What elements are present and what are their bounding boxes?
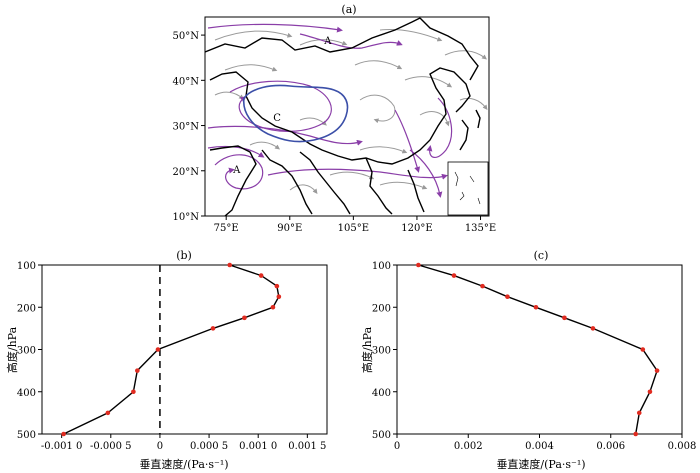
plot-c-axes: 0 0.002 0.004 0.006 0.008 100 200 300 400 500	[372, 261, 696, 452]
map-lon-tick-label: 90°E	[277, 223, 302, 234]
data-point	[210, 326, 216, 331]
data-point	[135, 368, 140, 373]
x-tick-label: 0.006	[596, 441, 625, 452]
plot-b-ylabel: 高度/hPa	[5, 326, 19, 373]
map-lat-tick-label: 50°N	[173, 31, 200, 42]
plot-c-frame	[396, 264, 683, 435]
weak-streamlines	[214, 29, 488, 194]
data-point	[270, 304, 276, 310]
data-point	[416, 262, 421, 268]
data-point	[640, 347, 646, 352]
x-tick-label: 0.002	[454, 441, 483, 452]
x-tick-label: 0.004	[525, 441, 554, 452]
y-tick-label: 100	[372, 261, 391, 272]
x-tick-label: 0.000 5	[190, 441, 228, 452]
map-lon-tick-label: 105°E	[338, 223, 369, 234]
x-tick-label: 0	[394, 441, 400, 452]
data-point	[258, 273, 264, 278]
panel-b-label: (b)	[176, 249, 192, 262]
y-tick-label: 100	[17, 261, 36, 272]
map-ticks: 75°E 90°E 105°E 120°E 135°E 50°N 40°N 30°N 20°N 1…	[173, 31, 497, 234]
data-point	[480, 283, 485, 289]
panel-c-label: (c)	[534, 249, 549, 262]
map-frame	[204, 16, 490, 217]
data-point	[533, 304, 539, 310]
x-tick-label: -0.001 0	[41, 441, 83, 452]
data-point	[562, 315, 567, 321]
data-point	[105, 410, 111, 416]
plot-c-series	[416, 262, 660, 437]
data-point	[654, 368, 660, 373]
data-point	[590, 326, 596, 331]
plot-b-axes: -0.001 0 -0.000 5 0 0.000 5 0.001 0 0.001 5 10…	[17, 261, 327, 452]
data-point	[274, 283, 280, 289]
data-point	[647, 389, 653, 395]
x-tick-label: 0	[157, 441, 163, 452]
country-boundaries	[205, 17, 481, 216]
y-tick-label: 400	[17, 388, 36, 399]
plot-b-xlabel: 垂直速度/(Pa·s⁻¹)	[139, 457, 228, 471]
data-point	[227, 262, 233, 268]
map-annotation: C	[273, 113, 281, 124]
x-tick-label: 0.001 5	[288, 441, 326, 452]
plot-c-xlabel: 垂直速度/(Pa·s⁻¹)	[496, 457, 585, 471]
inset-box	[447, 161, 489, 216]
data-point	[276, 294, 282, 299]
strong-streamlines	[207, 23, 453, 198]
map-lon-tick-label: 135°E	[465, 223, 496, 234]
map-annotation: A	[323, 36, 332, 47]
y-tick-label: 500	[372, 430, 391, 441]
map-lon-tick-label: 120°E	[401, 223, 432, 234]
y-tick-label: 200	[17, 303, 36, 314]
y-tick-label: 300	[17, 346, 36, 357]
data-point	[131, 389, 136, 395]
map-content	[205, 17, 489, 216]
map-lat-tick-label: 20°N	[173, 167, 200, 178]
x-tick-label: -0.000 5	[90, 441, 132, 452]
data-point	[636, 410, 642, 416]
data-point	[633, 431, 638, 437]
panel-b: (b) -0.001 0 -0.000 5 0 0.000 5 0.001 0 0.001…	[5, 249, 328, 471]
plot-b-series	[61, 262, 282, 437]
map-annotations: A C A	[232, 36, 332, 176]
map-lon-tick-label: 75°E	[214, 223, 239, 234]
map-lat-tick-label: 10°N	[173, 212, 200, 223]
data-point	[505, 294, 510, 299]
y-tick-label: 300	[372, 346, 391, 357]
panel-c: (c) 0 0.002 0.004 0.006 0.008 100 200 300 400 500…	[360, 249, 696, 471]
panel-a-label: (a)	[341, 3, 356, 16]
x-tick-label: 0.001 0	[239, 441, 277, 452]
map-annotation: A	[232, 165, 241, 176]
x-tick-label: 0.008	[668, 441, 697, 452]
data-point	[451, 273, 457, 278]
panel-a: (a)	[173, 3, 497, 234]
data-point	[61, 431, 66, 437]
plateau-outline	[243, 84, 349, 143]
inset-islands	[454, 171, 481, 205]
data-point	[155, 347, 161, 352]
y-tick-label: 500	[17, 430, 36, 441]
map-lat-tick-label: 40°N	[173, 76, 200, 87]
data-point	[242, 315, 247, 321]
y-tick-label: 400	[372, 388, 391, 399]
map-lat-tick-label: 30°N	[173, 122, 200, 133]
plot-b-frame	[41, 264, 328, 435]
series-line	[63, 264, 280, 435]
series-line	[418, 264, 658, 435]
plot-c-ylabel: 高度/hPa	[360, 326, 374, 373]
y-tick-label: 200	[372, 303, 391, 314]
